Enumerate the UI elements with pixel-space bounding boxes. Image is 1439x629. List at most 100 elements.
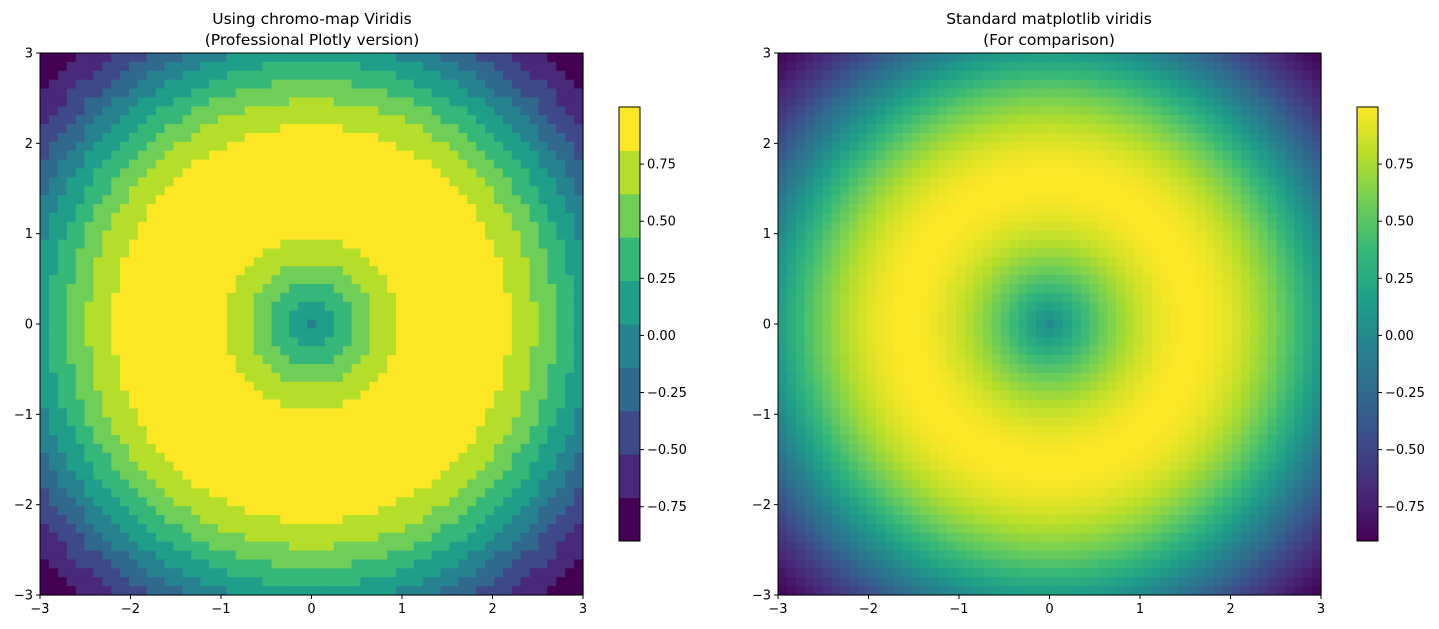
heatmap-cell (404, 497, 415, 507)
heatmap-cell (173, 141, 184, 152)
heatmap-cell (1000, 150, 1011, 161)
heatmap-cell (244, 204, 255, 214)
heatmap-cell (547, 239, 557, 250)
heatmap-cell (467, 275, 477, 285)
heatmap-cell (493, 550, 504, 561)
heatmap-cell (1080, 132, 1091, 143)
heatmap-cell (235, 346, 246, 356)
heatmap-cell (538, 70, 548, 81)
heatmap-cell (449, 417, 459, 427)
heatmap-cell (467, 310, 477, 321)
heatmap-cell (280, 328, 290, 338)
heatmap-cell (849, 70, 859, 81)
heatmap-cell (209, 150, 219, 161)
heatmap-cell (404, 168, 415, 178)
heatmap-cell (387, 452, 397, 463)
heatmap-cell (1045, 53, 1055, 63)
heatmap-cell (884, 124, 895, 134)
heatmap-cell (84, 559, 95, 569)
heatmap-cell (253, 97, 264, 107)
heatmap-cell (449, 435, 459, 445)
heatmap-cell (66, 106, 77, 116)
heatmap-cell (289, 363, 299, 374)
heatmap-cell (84, 168, 95, 178)
heatmap-cell (84, 61, 95, 72)
heatmap-cell (1142, 132, 1153, 143)
heatmap-cell (191, 115, 201, 125)
heatmap-cell (235, 275, 246, 285)
heatmap-cell (226, 124, 237, 134)
heatmap-cell (1205, 88, 1215, 99)
heatmap-cell (991, 195, 1002, 205)
heatmap-cell (1303, 141, 1313, 152)
heatmap-cell (396, 515, 406, 525)
heatmap-cell (520, 195, 531, 205)
heatmap-cell (520, 497, 531, 507)
heatmap-cell (1151, 106, 1162, 116)
heatmap-cell (146, 70, 157, 81)
heatmap-cell (218, 381, 228, 392)
heatmap-cell (164, 435, 175, 445)
heatmap-cell (102, 88, 112, 99)
heatmap-cell (244, 115, 255, 125)
heatmap-cell (1107, 124, 1117, 134)
heatmap-cell (209, 168, 219, 178)
heatmap-cell (129, 310, 139, 321)
heatmap-cell (422, 141, 433, 152)
heatmap-cell (547, 452, 557, 463)
heatmap-cell (253, 124, 264, 134)
heatmap-cell (502, 506, 513, 516)
heatmap-cell (226, 497, 237, 507)
heatmap-cell (476, 408, 486, 418)
heatmap-cell (129, 168, 139, 178)
heatmap-cell (40, 443, 50, 454)
heatmap-cell (1276, 212, 1286, 223)
heatmap-cell (360, 532, 370, 543)
heatmap-cell (502, 284, 513, 294)
heatmap-cell (57, 355, 68, 365)
heatmap-cell (476, 159, 486, 170)
heatmap-cell (155, 381, 166, 392)
heatmap-cell (244, 337, 255, 347)
heatmap-cell (244, 452, 255, 463)
heatmap-cell (467, 79, 477, 90)
heatmap-cell (84, 310, 95, 321)
heatmap-cell (1240, 53, 1251, 63)
heatmap-cell (511, 292, 522, 303)
heatmap-cell (529, 328, 540, 338)
heatmap-cell (902, 124, 913, 134)
heatmap-cell (111, 488, 121, 498)
heatmap-cell (137, 408, 148, 418)
heatmap-cell (404, 266, 415, 276)
heatmap-cell (991, 168, 1002, 178)
heatmap-cell (226, 239, 237, 250)
heatmap-cell (795, 141, 806, 152)
heatmap-cell (1107, 186, 1117, 196)
heatmap-cell (449, 346, 459, 356)
heatmap-cell (1018, 115, 1028, 125)
heatmap-cell (982, 115, 993, 125)
heatmap-cell (520, 284, 531, 294)
heatmap-cell (289, 337, 299, 347)
heatmap-cell (831, 204, 841, 214)
heatmap-cell (1098, 88, 1108, 99)
heatmap-cell (511, 239, 522, 250)
heatmap-cell (458, 141, 468, 152)
heatmap-cell (200, 461, 210, 472)
heatmap-cell (440, 284, 451, 294)
heatmap-cell (1045, 186, 1055, 196)
heatmap-cell (182, 292, 192, 303)
heatmap-cell (262, 275, 273, 285)
heatmap-cell (529, 257, 540, 267)
heatmap-cell (307, 284, 317, 294)
heatmap-cell (529, 550, 540, 561)
heatmap-cell (404, 212, 415, 223)
heatmap-cell (449, 230, 459, 241)
heatmap-cell (351, 559, 362, 569)
heatmap-cell (209, 435, 219, 445)
heatmap-cell (146, 266, 157, 276)
heatmap-cell (538, 550, 548, 561)
heatmap-cell (422, 212, 433, 223)
heatmap-cell (1116, 70, 1126, 81)
heatmap-cell (1178, 150, 1189, 161)
